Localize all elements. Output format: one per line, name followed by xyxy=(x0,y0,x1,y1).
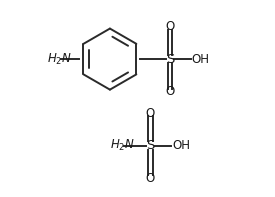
Text: $H_2N$: $H_2N$ xyxy=(47,52,72,67)
Text: S: S xyxy=(146,139,155,152)
Text: S: S xyxy=(166,53,174,66)
Text: O: O xyxy=(165,20,175,33)
Text: O: O xyxy=(146,172,155,185)
Text: OH: OH xyxy=(192,53,210,66)
Text: OH: OH xyxy=(172,139,190,152)
Text: $H_2N$: $H_2N$ xyxy=(110,138,135,153)
Text: O: O xyxy=(165,85,175,98)
Text: O: O xyxy=(146,107,155,120)
